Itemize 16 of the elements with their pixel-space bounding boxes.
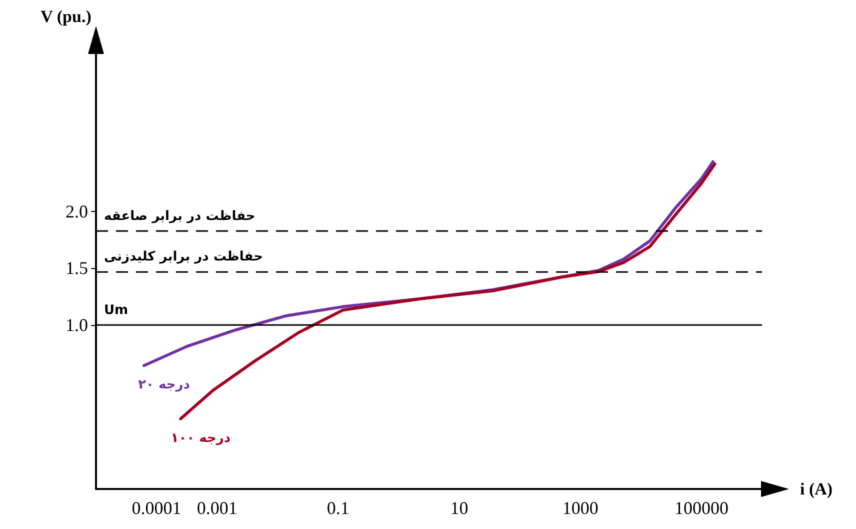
y-tick-label: 1.5 <box>66 258 88 278</box>
x-tick-label: 100000 <box>674 498 728 518</box>
y-tick-label: 2.0 <box>66 202 88 222</box>
x-axis-title: i (A) <box>800 480 833 498</box>
x-tick-label: 10 <box>450 498 468 518</box>
ref-line-label: حفاظت در برابر صاعقه <box>104 208 256 224</box>
x-tick-label: 1000 <box>562 498 598 518</box>
series-label: ۲۰ درجه <box>138 378 190 393</box>
ref-line-label: حفاظت در برابر کلیدزنی <box>104 250 263 265</box>
ref-line-label: Um <box>104 302 128 318</box>
y-axis-title: V (pu.) <box>40 7 92 26</box>
x-tick-label: 0.1 <box>326 498 350 518</box>
series-label: ۱۰۰ درجه <box>170 430 231 446</box>
x-tick-label: 0.0001 <box>132 498 182 518</box>
x-tick-label: 0.001 <box>196 498 238 518</box>
y-tick-label: 1.0 <box>66 314 88 335</box>
